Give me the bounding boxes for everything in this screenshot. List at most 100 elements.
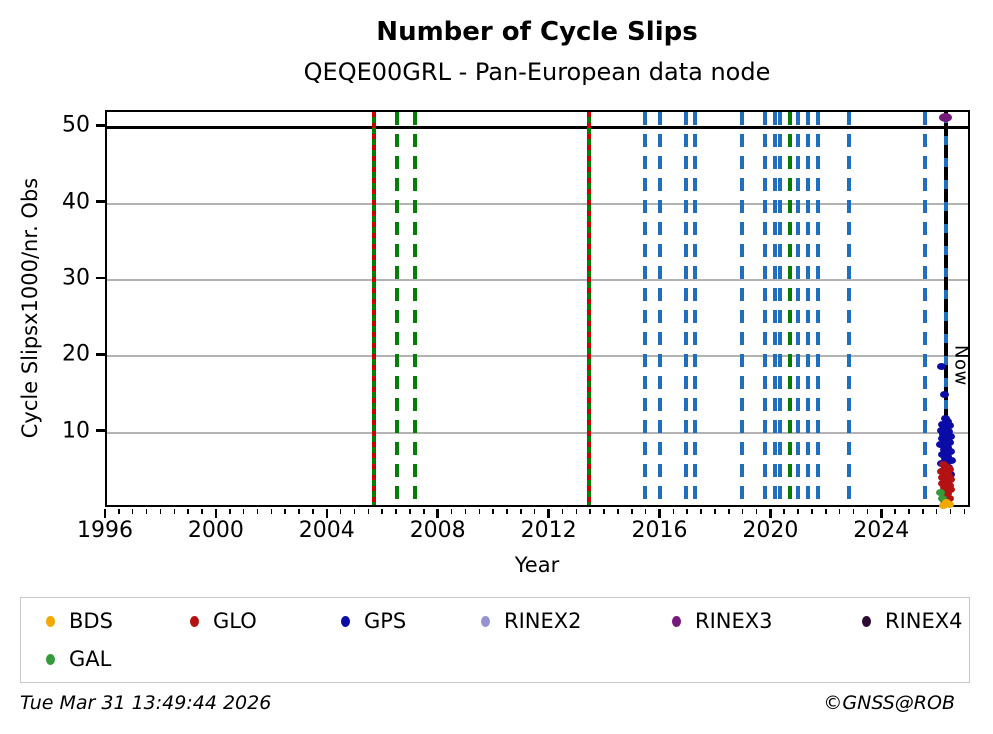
legend-item-gal: GAL (46, 647, 111, 671)
x-tick-label-2016: 2016 (631, 518, 688, 543)
legend: BDS GLO GPS RINEX2 RINEX3 RINEX4 GAL (20, 597, 970, 683)
rinex3-marker-icon (672, 615, 681, 627)
point-gal (937, 494, 947, 502)
x-minor-tick (589, 509, 591, 514)
x-minor-tick (797, 509, 799, 514)
x-minor-tick (644, 509, 647, 514)
x-minor-tick (575, 509, 578, 514)
point-gps (946, 457, 956, 465)
x-minor-tick (478, 509, 481, 514)
legend-item-gps: GPS (341, 609, 406, 633)
event-line-2025.5 (922, 112, 927, 505)
point-gps (937, 363, 946, 371)
x-minor-tick (312, 509, 314, 514)
gridline-10 (107, 431, 968, 434)
point-gps (939, 430, 949, 438)
x-minor-tick (825, 509, 827, 514)
event-line-2015.93 (657, 112, 662, 505)
point-glo (944, 471, 954, 479)
point-glo (937, 480, 947, 488)
point-gps (936, 441, 946, 449)
x-major-tick (547, 509, 550, 518)
x-axis-label: Year (514, 553, 560, 577)
x-minor-tick (949, 509, 952, 514)
x-minor-tick (561, 509, 564, 514)
point-glo (946, 475, 956, 483)
event-line-overlay-2005.62 (371, 112, 376, 505)
point-gps (938, 420, 948, 428)
event-line-2015.4 (642, 112, 647, 505)
gridline-40 (107, 202, 968, 205)
gridline-20 (107, 355, 968, 358)
x-minor-tick (187, 509, 189, 514)
x-tick-label-2004: 2004 (298, 518, 355, 543)
point-gps (938, 450, 948, 458)
point-glo (944, 481, 954, 489)
hline-50 (107, 125, 968, 129)
point-gps (937, 426, 946, 434)
x-minor-tick (256, 509, 259, 514)
timestamp-text: Tue Mar 31 13:49:44 2026 (20, 692, 272, 714)
event-line-2006.45 (394, 112, 399, 505)
x-major-tick (214, 509, 218, 518)
bds-marker-icon (46, 615, 55, 627)
legend-label: RINEX4 (885, 609, 963, 633)
event-line-2022.78 (847, 112, 852, 505)
legend-item-rinex2: RINEX2 (481, 609, 582, 633)
x-minor-tick (672, 509, 675, 514)
point-gps (946, 432, 956, 440)
legend-label: RINEX3 (695, 609, 773, 633)
event-line-2019.75 (763, 112, 768, 505)
x-minor-tick (159, 509, 162, 514)
chart-title: Number of Cycle Slips (376, 17, 698, 47)
plot-area: Now (105, 110, 972, 509)
event-line-2016.87 (683, 112, 688, 505)
x-minor-tick (922, 509, 924, 514)
event-line-2018.9 (739, 112, 744, 505)
x-minor-tick (533, 509, 536, 514)
point-gps (943, 428, 953, 436)
x-minor-tick (284, 509, 286, 514)
x-minor-tick (229, 509, 231, 514)
x-minor-tick (811, 509, 813, 514)
x-major-tick (658, 509, 661, 518)
x-minor-tick (298, 509, 300, 514)
x-minor-tick (409, 509, 411, 514)
now-annotation: Now (950, 344, 972, 386)
point-bds (945, 500, 955, 508)
legend-label: RINEX2 (504, 609, 582, 633)
x-tick-label-2008: 2008 (409, 518, 466, 543)
x-minor-tick (700, 509, 702, 514)
y-major-tick (96, 276, 105, 280)
gal-marker-icon (46, 653, 55, 665)
y-tick-label-30: 30 (62, 265, 90, 291)
x-major-tick (103, 509, 107, 518)
point-glo (945, 486, 955, 494)
x-minor-tick (367, 509, 370, 514)
event-line-2007.12 (413, 112, 418, 505)
chart-subtitle: QEQE00GRL - Pan-European data node (303, 58, 771, 86)
x-minor-tick (395, 509, 397, 514)
point-gps (944, 439, 954, 447)
x-minor-tick (838, 509, 841, 514)
legend-item-rinex4: RINEX4 (862, 609, 963, 633)
x-minor-tick (603, 509, 605, 514)
gps-marker-icon (341, 615, 350, 627)
x-minor-tick (852, 509, 855, 514)
legend-item-rinex3: RINEX3 (672, 609, 773, 633)
glo-marker-icon (190, 615, 199, 627)
x-minor-tick (686, 509, 688, 514)
x-minor-tick (492, 509, 494, 514)
x-minor-tick (353, 509, 356, 514)
y-axis-label: Cycle Slipsx1000/nr. Obs (18, 177, 42, 439)
y-major-tick (96, 353, 105, 356)
y-tick-label-20: 20 (62, 341, 90, 367)
x-minor-tick (714, 509, 716, 514)
x-minor-tick (866, 509, 869, 514)
x-major-tick (325, 509, 329, 518)
x-minor-tick (783, 509, 785, 514)
x-minor-tick (520, 509, 522, 514)
x-minor-tick (755, 509, 758, 514)
y-major-tick (96, 124, 105, 127)
event-line-2021.28 (805, 112, 810, 505)
